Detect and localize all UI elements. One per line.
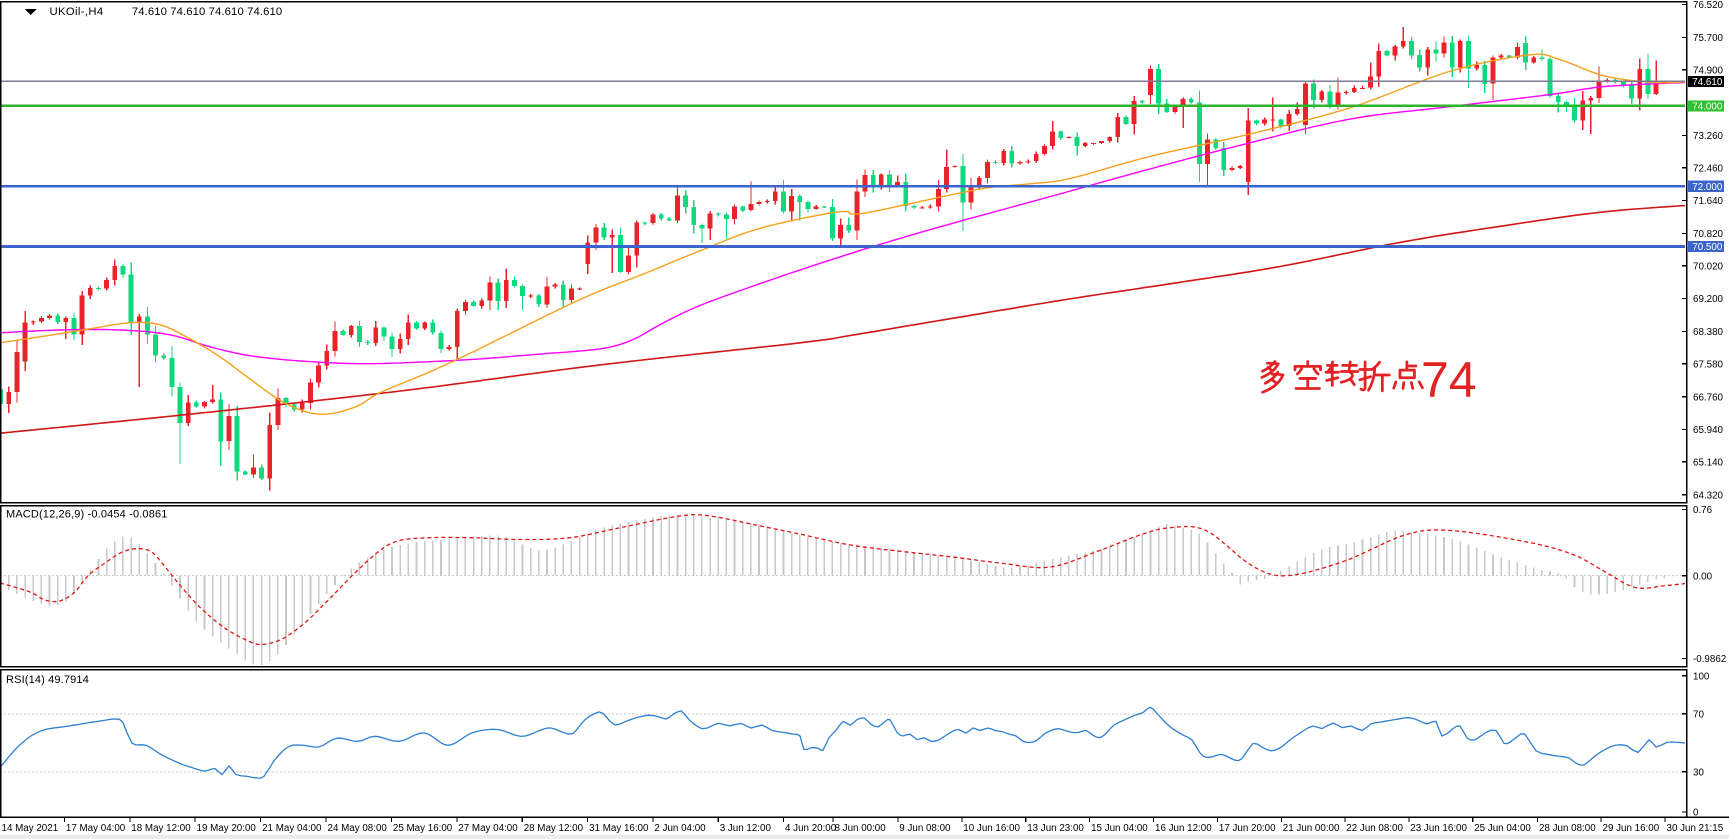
svg-text:19 May 20:00: 19 May 20:00	[197, 823, 257, 834]
svg-text:73.260: 73.260	[1693, 131, 1724, 142]
svg-text:66.760: 66.760	[1693, 392, 1724, 403]
svg-text:67.580: 67.580	[1693, 359, 1724, 370]
svg-text:72.000: 72.000	[1692, 182, 1723, 193]
svg-text:25 Jun 04:00: 25 Jun 04:00	[1474, 823, 1531, 834]
svg-text:69.200: 69.200	[1693, 294, 1724, 305]
svg-text:70.500: 70.500	[1692, 242, 1723, 253]
svg-text:8 Jun 00:00: 8 Jun 00:00	[835, 823, 887, 834]
svg-text:13 Jun 23:00: 13 Jun 23:00	[1027, 823, 1084, 834]
svg-text:30: 30	[1693, 767, 1704, 778]
svg-text:23 Jun 16:00: 23 Jun 16:00	[1410, 823, 1467, 834]
svg-text:70: 70	[1693, 709, 1704, 720]
svg-text:UKOil-,H4: UKOil-,H4	[50, 6, 104, 18]
svg-text:74.000: 74.000	[1692, 101, 1723, 112]
svg-text:9 Jun 08:00: 9 Jun 08:00	[899, 823, 951, 834]
svg-text:71.640: 71.640	[1693, 196, 1724, 207]
svg-text:0: 0	[1693, 808, 1699, 819]
svg-text:3 Jun 12:00: 3 Jun 12:00	[720, 823, 772, 834]
svg-text:64.320: 64.320	[1693, 490, 1724, 501]
svg-text:-0.9862: -0.9862	[1693, 654, 1726, 665]
svg-text:74: 74	[1421, 352, 1477, 408]
svg-text:17 May 04:00: 17 May 04:00	[66, 823, 126, 834]
svg-text:22 Jun 08:00: 22 Jun 08:00	[1346, 823, 1403, 834]
svg-text:29 Jun 16:00: 29 Jun 16:00	[1603, 823, 1660, 834]
svg-text:25 May 16:00: 25 May 16:00	[393, 823, 453, 834]
svg-text:70.820: 70.820	[1693, 229, 1724, 240]
svg-text:76.520: 76.520	[1693, 0, 1724, 11]
svg-text:RSI(14) 49.7914: RSI(14) 49.7914	[6, 674, 89, 686]
svg-text:4 Jun 20:00: 4 Jun 20:00	[785, 823, 837, 834]
svg-text:27 May 04:00: 27 May 04:00	[458, 823, 518, 834]
svg-text:18 May 12:00: 18 May 12:00	[131, 823, 191, 834]
svg-text:31 May 16:00: 31 May 16:00	[589, 823, 649, 834]
svg-text:17 Jun 20:00: 17 Jun 20:00	[1219, 823, 1276, 834]
svg-text:28 May 12:00: 28 May 12:00	[524, 823, 584, 834]
svg-text:65.140: 65.140	[1693, 457, 1724, 468]
svg-text:70.020: 70.020	[1693, 261, 1724, 272]
svg-text:15 Jun 04:00: 15 Jun 04:00	[1091, 823, 1148, 834]
svg-text:100: 100	[1693, 671, 1710, 682]
svg-text:21 May 04:00: 21 May 04:00	[262, 823, 322, 834]
svg-text:21 Jun 00:00: 21 Jun 00:00	[1283, 823, 1340, 834]
svg-text:75.700: 75.700	[1693, 33, 1724, 44]
svg-text:28 Jun 08:00: 28 Jun 08:00	[1539, 823, 1596, 834]
svg-text:24 May 08:00: 24 May 08:00	[328, 823, 388, 834]
svg-text:14 May 2021: 14 May 2021	[2, 823, 59, 834]
svg-text:68.380: 68.380	[1693, 327, 1724, 338]
svg-text:2 Jun 04:00: 2 Jun 04:00	[654, 823, 706, 834]
svg-text:0.00: 0.00	[1693, 571, 1713, 582]
svg-text:0.76: 0.76	[1693, 505, 1713, 516]
svg-text:16 Jun 12:00: 16 Jun 12:00	[1155, 823, 1212, 834]
svg-text:30 Jun 21:15: 30 Jun 21:15	[1667, 823, 1724, 834]
svg-text:65.940: 65.940	[1693, 425, 1724, 436]
svg-text:10 Jun 16:00: 10 Jun 16:00	[963, 823, 1020, 834]
svg-text:74.610 74.610 74.610 74.610: 74.610 74.610 74.610 74.610	[132, 6, 282, 18]
svg-text:74.900: 74.900	[1693, 65, 1724, 76]
svg-text:MACD(12,26,9) -0.0454 -0.0861: MACD(12,26,9) -0.0454 -0.0861	[6, 509, 168, 521]
svg-text:72.460: 72.460	[1693, 163, 1724, 174]
svg-text:74.610: 74.610	[1692, 77, 1723, 88]
